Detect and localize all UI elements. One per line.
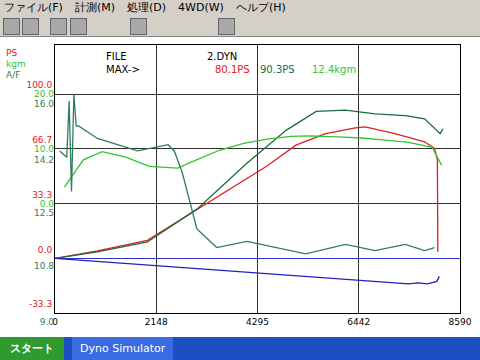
svg-text:FILE: FILE (106, 51, 127, 62)
svg-text:-33.3: -33.3 (29, 299, 52, 309)
svg-text:2.DYN: 2.DYN (207, 51, 237, 62)
svg-text:33.3: 33.3 (32, 190, 52, 200)
svg-text:PS: PS (6, 48, 17, 58)
html-text:ファイル(F): ファイル(F) (4, 1, 63, 14)
html-text:スタート: スタート (10, 342, 54, 355)
svg-text:12.4kgm: 12.4kgm (312, 64, 356, 75)
svg-text:4295: 4295 (246, 317, 269, 327)
svg-text:14.2: 14.2 (34, 155, 54, 165)
html-text:計測(M): 計測(M) (74, 1, 115, 14)
svg-text:9.0: 9.0 (40, 317, 55, 327)
svg-text:90.3PS: 90.3PS (260, 64, 295, 75)
svg-text:2148: 2148 (145, 317, 168, 327)
svg-text:A/F: A/F (6, 70, 20, 80)
svg-text:20.0: 20.0 (34, 89, 54, 99)
svg-text:12.5: 12.5 (34, 208, 54, 218)
svg-text:kgm: kgm (6, 59, 26, 69)
svg-text:0: 0 (52, 317, 58, 327)
svg-text:MAX->: MAX-> (106, 64, 140, 75)
svg-text:10.8: 10.8 (34, 261, 54, 271)
svg-text:16.0: 16.0 (34, 99, 54, 109)
html-text:Dyno Simulator: Dyno Simulator (80, 342, 166, 355)
svg-text:80.1PS: 80.1PS (215, 64, 250, 75)
svg-text:6442: 6442 (347, 317, 370, 327)
svg-text:0.0: 0.0 (38, 245, 53, 255)
svg-text:66.7: 66.7 (32, 135, 52, 145)
svg-text:10.0: 10.0 (34, 144, 54, 154)
html-text:ヘルプ(H): ヘルプ(H) (235, 1, 286, 14)
svg-text:0.0: 0.0 (40, 199, 55, 209)
html-text:処理(D): 処理(D) (127, 1, 167, 14)
html-text:4WD(W): 4WD(W) (178, 1, 224, 14)
svg-text:100.0: 100.0 (26, 80, 52, 90)
svg-text:8590: 8590 (449, 317, 472, 327)
